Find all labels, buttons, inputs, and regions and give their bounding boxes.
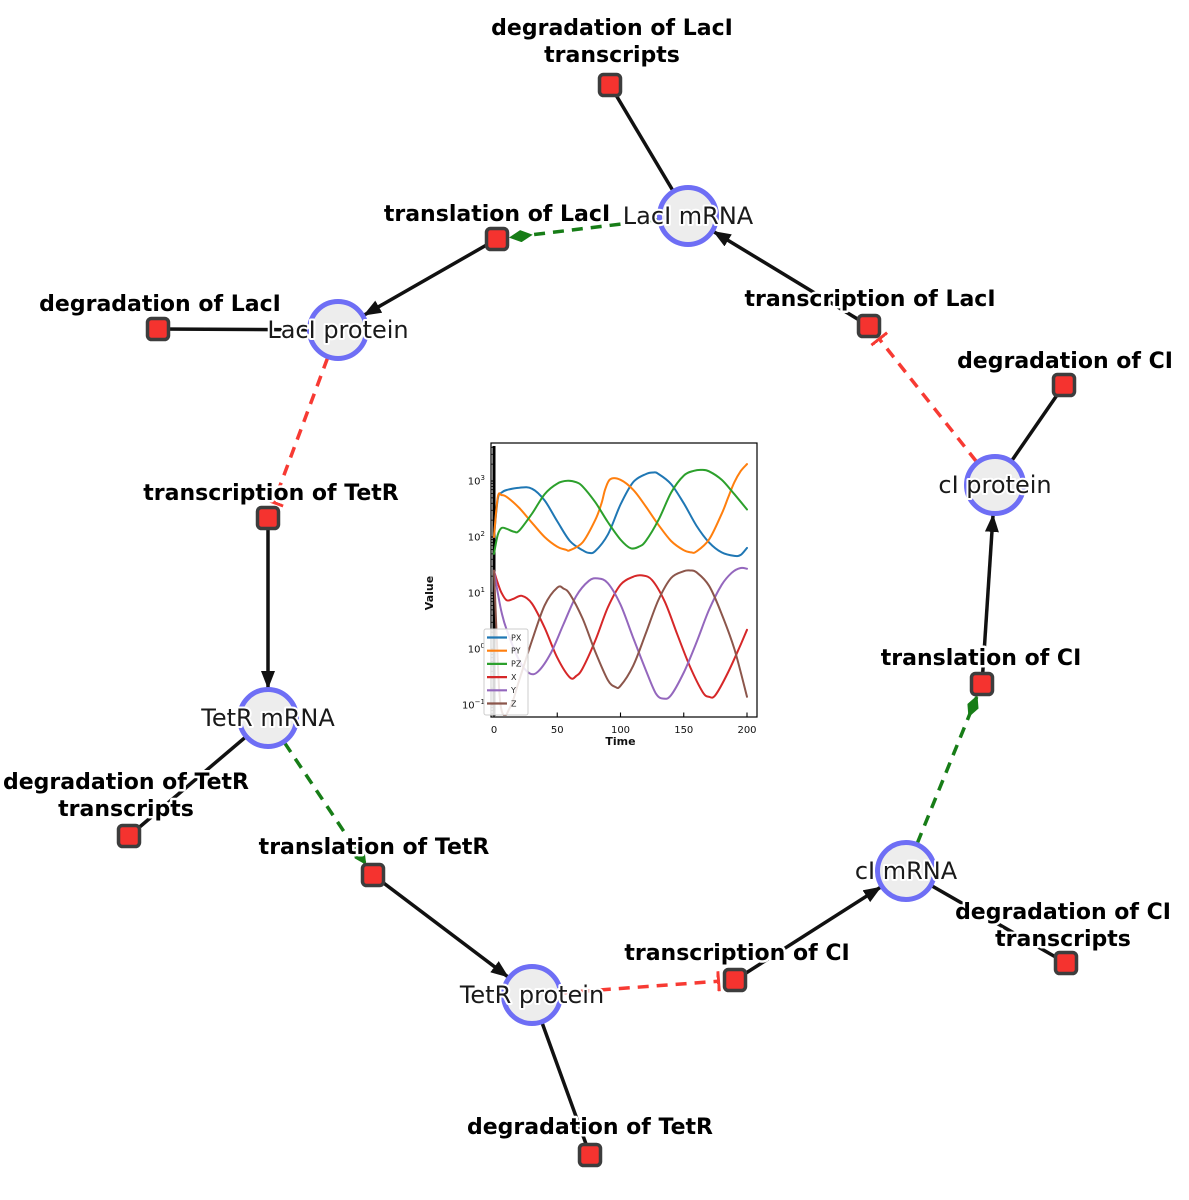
species-node-laci_mrna (657, 185, 719, 247)
x-tick-label: 150 (674, 725, 693, 736)
edge-modifier-laci_mrna-to-transl_laci (508, 217, 659, 243)
reaction-node-deg_tetr_tx (116, 823, 142, 849)
labels-layer: LacI mRNA LacI protein TetR mRNA TetR prote… (0, 14, 1175, 1143)
reaction-node-transl_tetr (360, 862, 386, 888)
legend-label-Y: Y (510, 686, 516, 695)
species-label-ci_mrna: cI mRNA (855, 857, 958, 885)
legend-label-Z: Z (511, 699, 517, 708)
reaction-label-deg_laci_tx: degradation of LacI transcripts (491, 16, 733, 68)
reaction-label-deg_ci_tx: degradation of CI transcripts (955, 900, 1171, 952)
x-tick-label: 50 (551, 725, 564, 736)
edge-arrow-transl_tetr-to-tetr_protein (371, 873, 510, 979)
y-tick-label: 100 (468, 642, 485, 656)
legend-label-X: X (511, 673, 517, 682)
reaction-label-deg_ci: degradation of CI (957, 349, 1173, 374)
reaction-label-transl_ci: translation of CI (881, 646, 1082, 671)
species-label-laci_mrna: LacI mRNA (623, 202, 754, 230)
reaction-node-transcr_tetr (255, 505, 281, 531)
y-tick-label: 10−1 (462, 698, 485, 712)
edge-arrow-transl_laci-to-laci_protein (363, 237, 498, 317)
reaction-node-transcr_laci (856, 313, 882, 339)
reaction-node-deg_laci_tx (597, 72, 623, 98)
reaction-label-transl_tetr: translation of TetR (259, 835, 490, 860)
species-label-tetr_protein: TetR protein (459, 981, 604, 1009)
reaction-node-transl_laci (484, 226, 510, 252)
y-tick-label: 101 (468, 586, 485, 600)
edge-inhibition-laci_protein-to-transcr_tetr (274, 357, 330, 502)
legend-box (483, 628, 529, 716)
reaction-label-transcr_laci: transcription of LacI (744, 287, 995, 312)
legend-label-PY: PY (511, 647, 521, 656)
plot-frame (490, 442, 758, 718)
reaction-node-deg_ci (1051, 372, 1077, 398)
reaction-label-transcr_ci: transcription of CI (624, 941, 849, 966)
species-label-tetr_mrna: TetR mRNA (200, 704, 335, 732)
edge-modifier-tetr_mrna-to-transl_tetr (283, 741, 367, 866)
reaction-node-deg_tetr (577, 1142, 603, 1168)
series-X-line (493, 569, 748, 699)
x-axis-title: Time (605, 735, 635, 748)
reaction-node-deg_ci_tx (1053, 950, 1079, 976)
y-axis-title: Value (423, 576, 436, 610)
x-tick-label: 100 (611, 725, 630, 736)
species-node-ci_protein (964, 454, 1026, 516)
x-tick-label: 0 (491, 725, 497, 736)
reaction-label-deg_laci: degradation of LacI (39, 292, 281, 317)
reaction-node-deg_laci (145, 316, 171, 342)
legend-label-PZ: PZ (511, 660, 522, 669)
y-tick-label: 102 (468, 530, 485, 544)
edge-modifier-ci_mrna-to-transl_ci (915, 695, 979, 844)
reaction-node-transcr_ci (722, 967, 748, 993)
edges-layer (127, 84, 1067, 1156)
edge-arrow-transcr_laci-to-laci_mrna (712, 230, 870, 328)
species-node-tetr_protein (501, 964, 563, 1026)
species-node-ci_mrna (875, 840, 937, 902)
x-tick-label: 200 (737, 725, 756, 736)
legend: PX PY PZ XYZ (483, 628, 529, 716)
species-label-laci_protein: LacI protein (267, 316, 408, 344)
edge-inhibition-tetr_protein-to-transcr_ci (561, 981, 718, 995)
species-node-tetr_mrna (237, 687, 299, 749)
edge-arrow-transcr_ci-to-ci_mrna (734, 885, 882, 982)
edge-arrow-transl_ci-to-ci_protein (980, 513, 999, 685)
series-PZ-line (493, 468, 748, 555)
reaction-label-deg_tetr: degradation of TetR (467, 1115, 713, 1140)
reaction-node-transl_ci (969, 671, 995, 697)
reaction-label-transcr_tetr: transcription of TetR (143, 481, 399, 506)
reaction-label-transl_laci: translation of LacI (384, 202, 610, 227)
y-tick-label: 103 (468, 474, 485, 488)
legend-label-PX: PX (511, 633, 522, 642)
reaction-label-deg_tetr_tx: degradation of TetR transcripts (3, 770, 249, 822)
species-label-ci_protein: cI protein (938, 471, 1051, 499)
edge-inhibition-ci_protein-to-transcr_laci (880, 339, 978, 463)
species-node-laci_protein (307, 299, 369, 361)
nodes-layer (116, 72, 1079, 1168)
